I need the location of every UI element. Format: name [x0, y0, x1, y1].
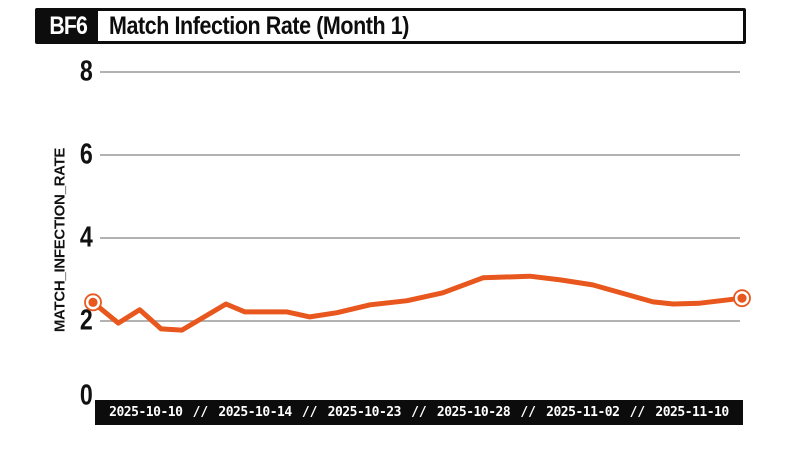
x-tick-label: 2025-10-23: [327, 405, 402, 420]
x-tick-label: 2025-11-10: [655, 405, 729, 420]
bf6-badge-label: BF6: [49, 11, 87, 40]
bf6-badge: BF6: [38, 11, 98, 41]
date-separator: //: [411, 405, 427, 420]
y-tick-label: 6: [79, 138, 93, 171]
x-tick-label: 2025-10-14: [218, 405, 292, 420]
y-tick-label: 8: [79, 55, 93, 88]
page-title: Match Infection Rate (Month 1): [109, 12, 410, 40]
end-marker-icon: [733, 289, 751, 308]
infection-rate-line: [90, 273, 745, 333]
date-separator: //: [192, 405, 209, 420]
start-marker-icon: [84, 293, 102, 312]
x-axis-bar: 2025-10-10 // 2025-10-14 // 2025-10-23 // 2025…: [95, 400, 743, 425]
date-separator: //: [301, 405, 318, 420]
date-separator: //: [520, 405, 536, 420]
date-separator: //: [629, 405, 646, 420]
y-tick-label: 4: [79, 221, 93, 254]
x-tick-label: 2025-11-02: [546, 405, 620, 420]
y-tick-label: 2: [79, 304, 93, 337]
y-tick-label: 0: [79, 379, 93, 412]
x-tick-label: 2025-10-10: [109, 405, 183, 420]
x-tick-label: 2025-10-28: [436, 405, 511, 420]
chart-header: BF6 Match Infection Rate (Month 1): [35, 8, 746, 44]
